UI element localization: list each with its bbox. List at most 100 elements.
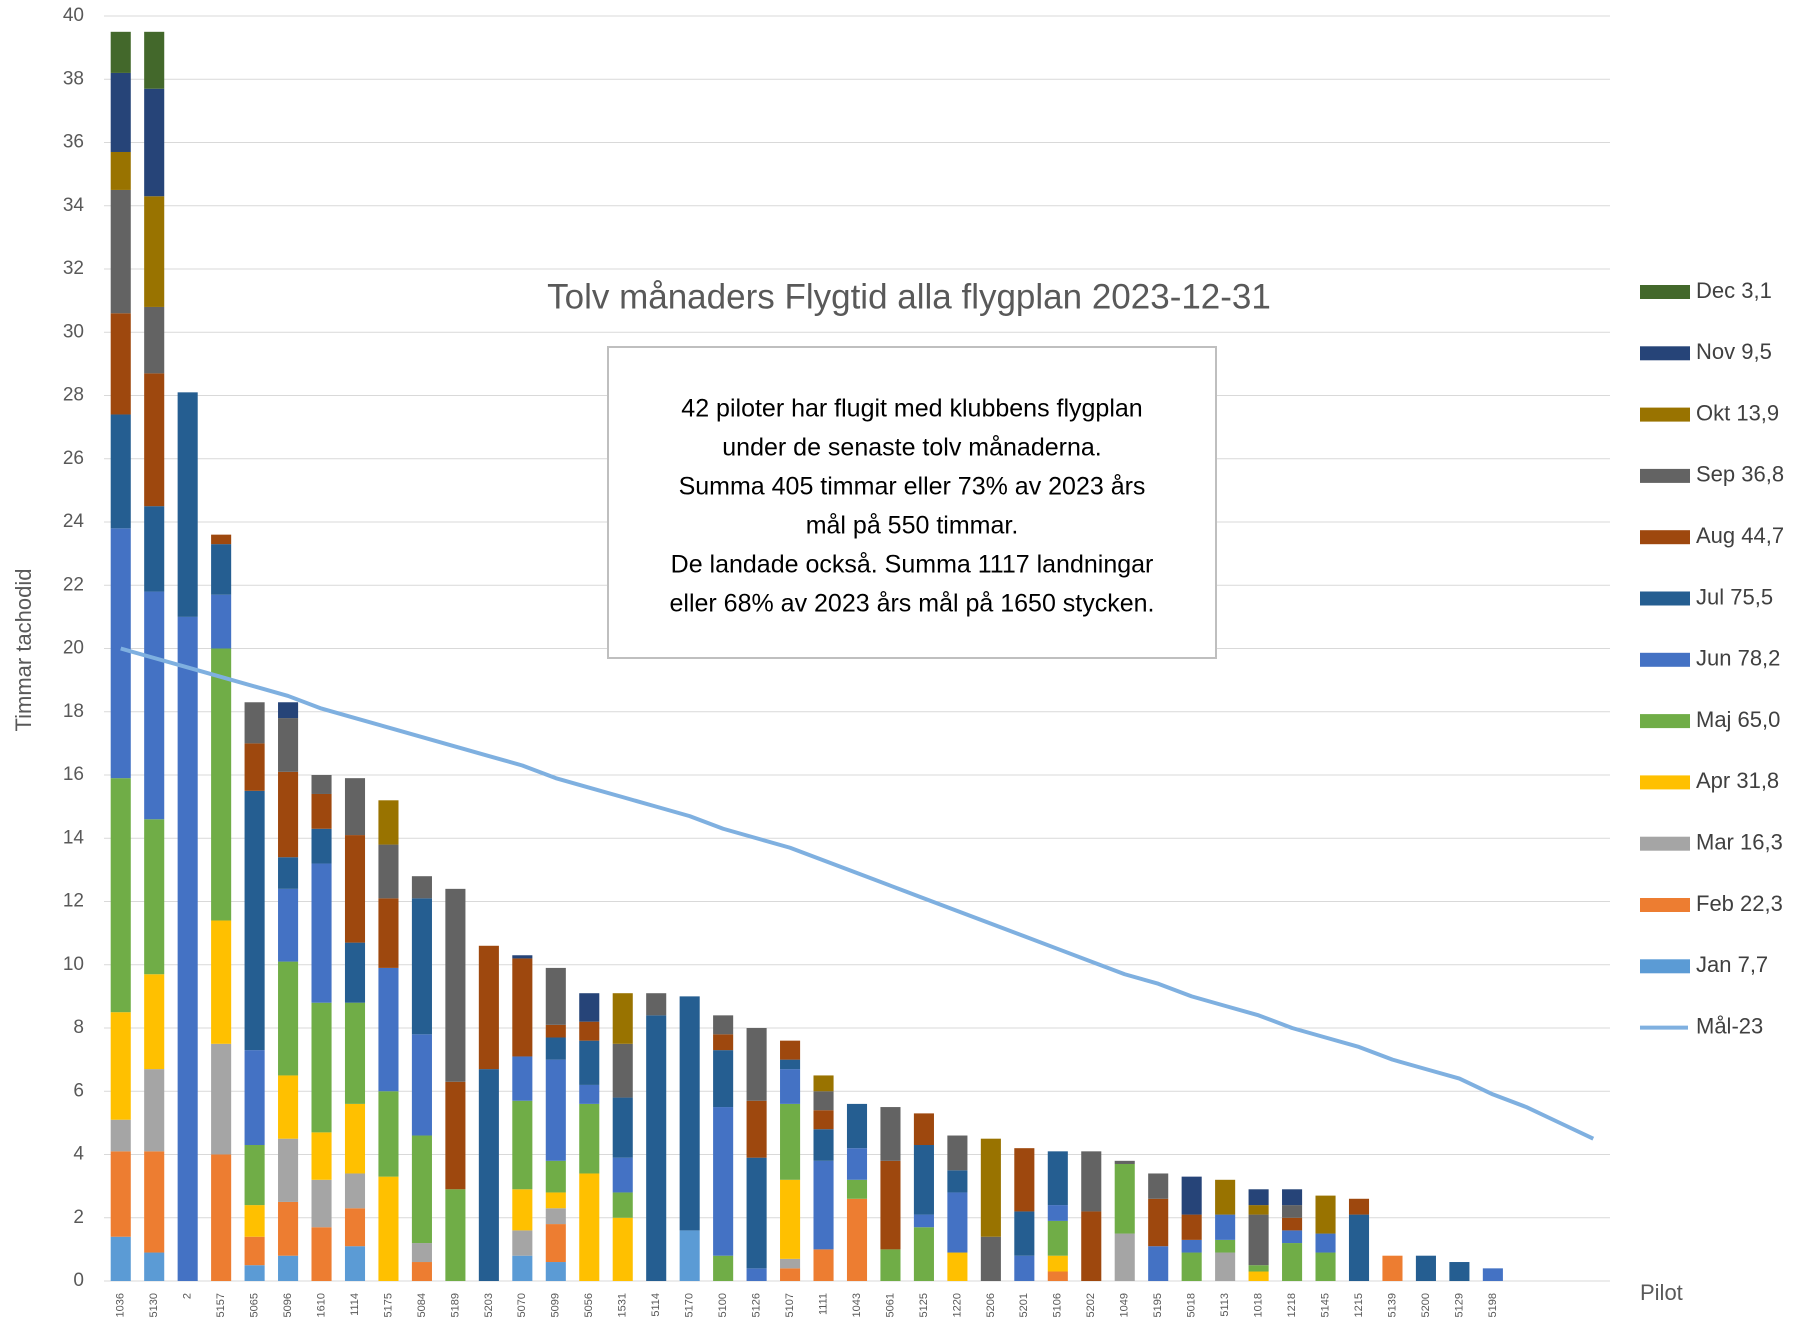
bar-segment	[311, 775, 332, 794]
bar-segment	[545, 1192, 566, 1209]
bar-segment	[780, 1059, 801, 1070]
x-tick-label: 5099	[550, 1293, 562, 1317]
bar-segment	[144, 1151, 165, 1253]
bar-segment	[1348, 1214, 1370, 1281]
legend-label: Mål-23	[1696, 1013, 1763, 1038]
x-tick-label: 5195	[1152, 1293, 1164, 1317]
bar-segment	[746, 1100, 767, 1158]
x-tick-label: 5065	[249, 1293, 261, 1317]
bar-segment	[311, 1132, 332, 1180]
target-line	[120, 646, 1595, 1141]
bar-segment	[211, 1154, 232, 1281]
x-tick-label: 5200	[1420, 1293, 1432, 1317]
bar-segment	[1181, 1176, 1202, 1215]
bar-segment	[780, 1040, 801, 1060]
bar-segment	[780, 1258, 801, 1269]
bar-segment	[1248, 1271, 1269, 1281]
bar-segment	[344, 1103, 366, 1174]
bar-segment	[1081, 1151, 1102, 1212]
bar-segment	[612, 1217, 633, 1281]
bar-segment	[378, 800, 399, 845]
x-tick-label: 5198	[1487, 1293, 1499, 1317]
bar-segment	[746, 1028, 767, 1101]
bar-segment	[1047, 1205, 1068, 1221]
bar-segment	[177, 616, 198, 1281]
bar-segment	[211, 544, 232, 595]
annotation-line: mål på 550 timmar.	[806, 512, 1019, 540]
bar-segment	[713, 1107, 734, 1256]
legend-swatch	[1640, 652, 1690, 667]
bar-segment	[1114, 1160, 1135, 1164]
bar-segment	[545, 1024, 566, 1038]
x-tick-label: 5203	[483, 1293, 495, 1317]
legend-swatch	[1640, 898, 1690, 912]
bar-segment	[1014, 1211, 1035, 1256]
bar-segment	[144, 373, 165, 507]
x-tick-label: 1220	[951, 1293, 963, 1317]
bar-segment	[947, 1170, 968, 1193]
bar-segment	[110, 31, 131, 73]
bar-segment	[780, 1069, 801, 1104]
y-tick-label: 2	[73, 1207, 84, 1228]
x-tick-label: 5206	[985, 1293, 997, 1317]
y-tick-label: 8	[73, 1017, 84, 1038]
bar-segment	[512, 1056, 533, 1101]
x-tick-label: 5139	[1386, 1293, 1398, 1317]
bar-segment	[780, 1179, 801, 1259]
legend-label: Aug 44,7	[1696, 523, 1784, 548]
bar-segment	[713, 1034, 734, 1051]
bar-segment	[278, 1255, 299, 1281]
bar-segment	[411, 876, 432, 899]
bar-segment	[378, 967, 399, 1092]
bar-segment	[1282, 1217, 1303, 1231]
bar-segment	[1114, 1163, 1135, 1234]
x-tick-label: 5145	[1319, 1293, 1331, 1317]
bar-segment	[813, 1249, 834, 1281]
bar-segment	[1215, 1214, 1236, 1240]
bar-segment	[646, 1015, 667, 1281]
bar-segment	[1114, 1233, 1135, 1281]
bar-segment	[278, 702, 299, 719]
legend-swatch	[1640, 591, 1690, 606]
bar-segment	[1181, 1252, 1202, 1281]
bar-segment	[545, 1208, 566, 1225]
y-tick-label: 22	[63, 574, 84, 595]
y-tick-label: 24	[63, 511, 85, 532]
bar-segment	[110, 778, 131, 1013]
x-tick-label: 5175	[382, 1293, 394, 1317]
bar-segment	[1282, 1189, 1303, 1206]
bar-segment	[144, 306, 165, 374]
legend-swatch	[1640, 346, 1690, 361]
bar-segment	[110, 528, 131, 779]
x-tick-label: 5107	[784, 1293, 796, 1317]
bar-segment	[244, 1236, 265, 1266]
bar-segment	[813, 1160, 834, 1250]
legend-swatch	[1640, 468, 1690, 483]
bar-segment	[679, 1230, 700, 1281]
bar-segment	[177, 392, 198, 617]
y-tick-label: 6	[73, 1080, 84, 1101]
bar-segment	[110, 1151, 131, 1237]
bar-segment	[1148, 1246, 1169, 1281]
bar-segment	[612, 993, 633, 1044]
x-tick-label: 1114	[349, 1293, 361, 1316]
bar-segment	[144, 591, 165, 820]
x-tick-label: 1531	[617, 1293, 629, 1317]
legend-swatch	[1640, 959, 1690, 974]
bar-segment	[880, 1107, 901, 1161]
legend-label: Apr 31,8	[1696, 768, 1779, 793]
bar-segment	[947, 1135, 968, 1171]
bar-segment	[344, 835, 366, 943]
x-tick-label: 5201	[1018, 1293, 1030, 1317]
bar-segment	[612, 1157, 633, 1193]
bar-segment	[1081, 1211, 1102, 1281]
bar-segment	[411, 898, 432, 1035]
bar-segment	[311, 1227, 332, 1281]
bar-segment	[1215, 1239, 1236, 1253]
y-tick-label: 4	[73, 1144, 84, 1165]
x-tick-label: 5129	[1453, 1293, 1465, 1317]
bar-segment	[512, 1100, 533, 1190]
legend-swatch	[1640, 407, 1690, 422]
x-tick-label: 1610	[315, 1293, 327, 1317]
bar-segment	[545, 1224, 566, 1263]
